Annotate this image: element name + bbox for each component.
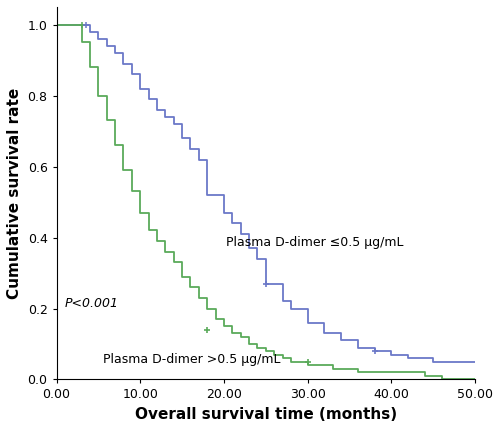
Text: P<0.001: P<0.001 <box>65 297 119 310</box>
Text: Plasma D-dimer ≤0.5 μg/mL: Plasma D-dimer ≤0.5 μg/mL <box>226 236 403 249</box>
X-axis label: Overall survival time (months): Overall survival time (months) <box>134 407 397 422</box>
Text: Plasma D-dimer >0.5 μg/mL: Plasma D-dimer >0.5 μg/mL <box>102 353 280 366</box>
Y-axis label: Cumulative survival rate: Cumulative survival rate <box>7 88 22 299</box>
